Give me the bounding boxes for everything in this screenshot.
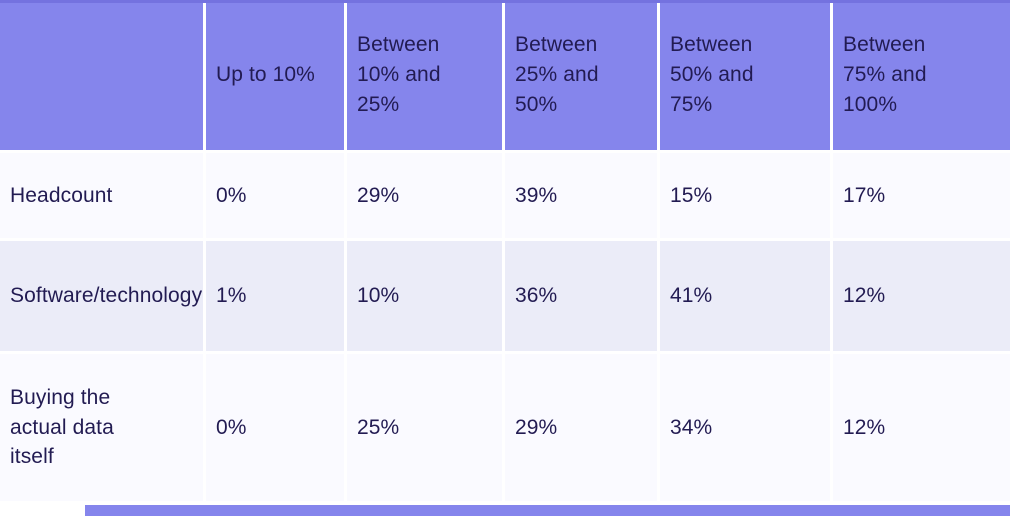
table-cell: 39% — [505, 153, 657, 238]
column-header-up-to-10: Up to 10% — [206, 0, 344, 150]
column-header-label: Between 25% and 50% — [515, 33, 599, 116]
table-cell: 12% — [833, 241, 1010, 351]
row-label-text: Buying the actual data itself — [10, 385, 114, 469]
cell-value: 34% — [670, 415, 713, 439]
row-label-headcount: Headcount — [0, 153, 203, 238]
table-cell: 36% — [505, 241, 657, 351]
column-header-label: Between 75% and 100% — [843, 33, 927, 116]
cell-value: 41% — [670, 284, 713, 308]
table-cell: 0% — [206, 153, 344, 238]
column-header-50-75: Between 50% and 75% — [660, 0, 830, 150]
column-header-label: Between 10% and 25% — [357, 33, 441, 116]
cell-value: 1% — [216, 284, 247, 308]
row-label-buying-data: Buying the actual data itself — [0, 354, 203, 501]
column-header-empty — [0, 0, 203, 150]
table-cell: 0% — [206, 354, 344, 501]
column-header-label: Between 50% and 75% — [670, 33, 754, 116]
table-cell: 29% — [505, 354, 657, 501]
cell-value: 10% — [357, 284, 400, 308]
cell-value: 36% — [515, 284, 558, 308]
table-cell: 15% — [660, 153, 830, 238]
data-table: Up to 10% Between 10% and 25% Between 25… — [0, 0, 1010, 501]
cell-value: 29% — [515, 415, 558, 439]
cell-value: 0% — [216, 183, 247, 207]
cell-value: 29% — [357, 183, 400, 207]
row-label-software-technology: Software/technology — [0, 241, 203, 351]
table-cell: 41% — [660, 241, 830, 351]
cell-value: 17% — [843, 183, 886, 207]
row-label-text: Software/technology — [10, 284, 203, 308]
cell-value: 15% — [670, 183, 713, 207]
table-cell: 10% — [347, 241, 502, 351]
cell-value: 0% — [216, 415, 247, 439]
table-cell: 34% — [660, 354, 830, 501]
column-header-75-100: Between 75% and 100% — [833, 0, 1010, 150]
column-header-label: Up to 10% — [216, 63, 315, 87]
table-cell: 12% — [833, 354, 1010, 501]
column-header-10-25: Between 10% and 25% — [347, 0, 502, 150]
cell-value: 12% — [843, 284, 886, 308]
next-section-header-sliver — [85, 505, 1010, 516]
cell-value: 25% — [357, 415, 400, 439]
table-cell: 29% — [347, 153, 502, 238]
cell-value: 12% — [843, 415, 886, 439]
table-cell: 25% — [347, 354, 502, 501]
row-label-text: Headcount — [10, 183, 113, 207]
table-top-edge — [0, 0, 1010, 3]
table-cell: 1% — [206, 241, 344, 351]
column-header-25-50: Between 25% and 50% — [505, 0, 657, 150]
cell-value: 39% — [515, 183, 558, 207]
table-cell: 17% — [833, 153, 1010, 238]
